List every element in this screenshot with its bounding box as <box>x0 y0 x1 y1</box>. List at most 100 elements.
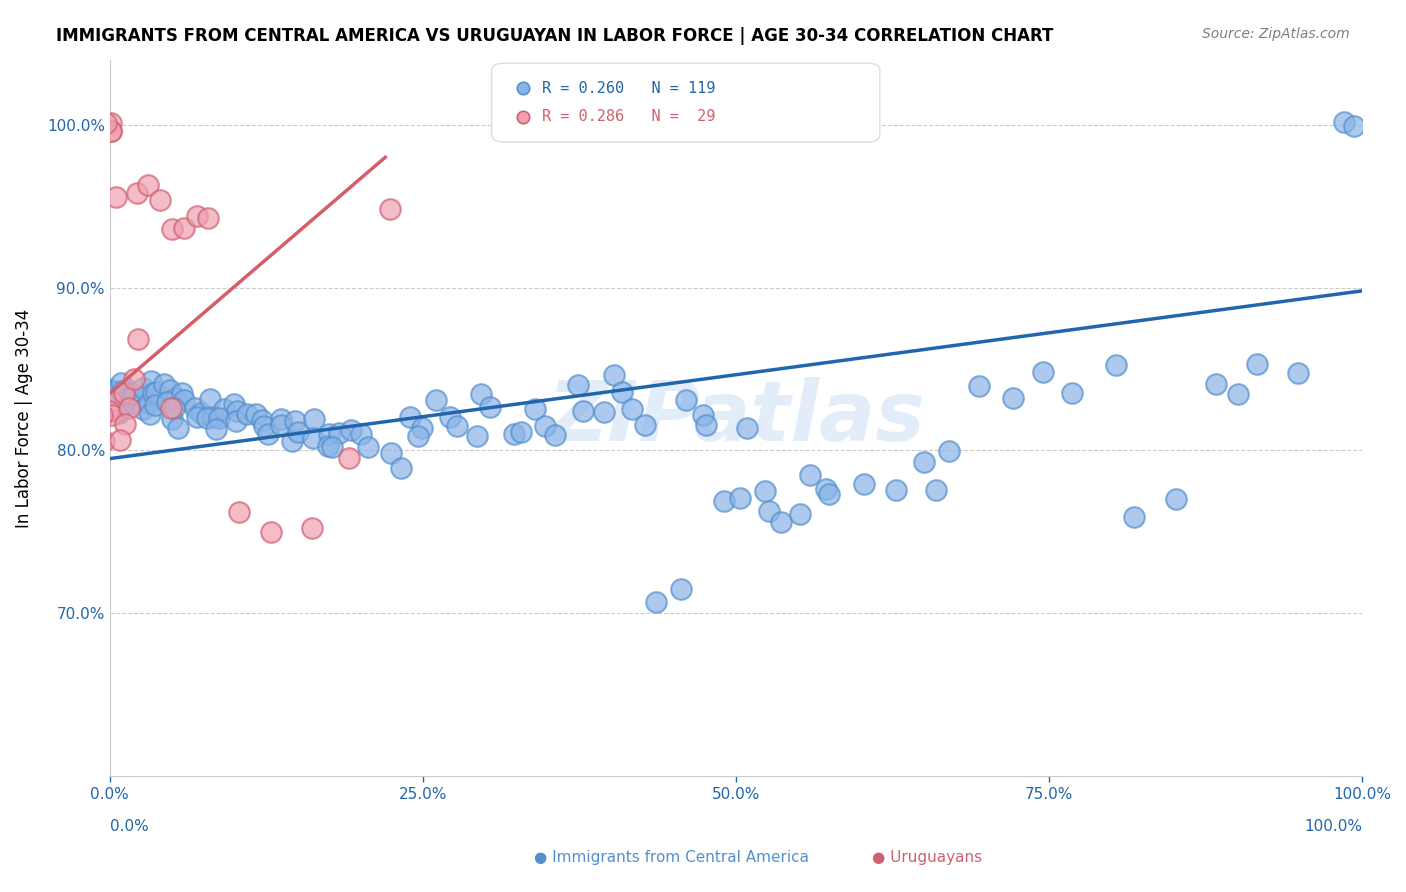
Point <box>1205 376 1227 391</box>
Point <box>357 440 380 454</box>
Point <box>103 394 125 409</box>
Point <box>446 419 468 434</box>
Point <box>110 376 132 390</box>
Point <box>610 384 633 399</box>
Point <box>567 378 589 392</box>
Point <box>925 483 948 497</box>
Point <box>817 487 839 501</box>
Point <box>100 116 122 130</box>
Point <box>1333 115 1355 129</box>
Point <box>136 178 159 192</box>
FancyBboxPatch shape <box>492 63 880 142</box>
Point <box>122 386 145 401</box>
Y-axis label: In Labor Force | Age 30-34: In Labor Force | Age 30-34 <box>15 309 32 527</box>
Point <box>270 412 292 426</box>
Point <box>572 404 595 418</box>
Point <box>97 404 120 418</box>
Point <box>316 439 339 453</box>
Point <box>198 392 221 406</box>
Point <box>186 209 208 223</box>
Point <box>197 211 219 225</box>
Point <box>117 383 139 397</box>
Text: R = 0.260   N = 119: R = 0.260 N = 119 <box>541 81 716 95</box>
Point <box>173 393 195 408</box>
Point <box>814 482 837 496</box>
Point <box>225 414 247 428</box>
Point <box>190 406 212 420</box>
Point <box>1032 365 1054 379</box>
Point <box>250 413 273 427</box>
Point <box>408 429 430 443</box>
Point <box>1062 386 1084 401</box>
Point <box>138 396 160 410</box>
Point <box>163 401 186 416</box>
Point <box>245 407 267 421</box>
Point <box>938 444 960 458</box>
Point <box>645 594 668 608</box>
Point <box>389 460 412 475</box>
Point <box>94 116 117 130</box>
Point <box>350 426 373 441</box>
Text: IMMIGRANTS FROM CENTRAL AMERICA VS URUGUAYAN IN LABOR FORCE | AGE 30-34 CORRELAT: IMMIGRANTS FROM CENTRAL AMERICA VS URUGU… <box>56 27 1053 45</box>
Text: 0.0%: 0.0% <box>110 819 149 834</box>
Point <box>339 423 361 437</box>
Point <box>884 483 907 497</box>
Point <box>280 434 302 448</box>
Point <box>124 372 146 386</box>
Point <box>730 491 752 505</box>
Point <box>512 248 534 262</box>
Point <box>337 450 360 465</box>
Point <box>90 408 112 422</box>
Point <box>302 431 325 445</box>
Point <box>153 376 176 391</box>
Point <box>94 388 117 402</box>
Point <box>184 401 207 415</box>
Point <box>114 417 136 431</box>
Point <box>852 477 875 491</box>
Point <box>321 440 343 454</box>
Point <box>208 410 231 425</box>
Point <box>129 388 152 402</box>
Point <box>132 381 155 395</box>
Point <box>1343 119 1365 133</box>
Point <box>160 401 183 416</box>
Point <box>758 504 780 518</box>
Point <box>236 407 259 421</box>
Point <box>118 401 141 416</box>
Point <box>378 202 401 216</box>
Point <box>1226 387 1249 401</box>
Point <box>634 417 657 432</box>
Point <box>226 404 249 418</box>
Point <box>969 378 991 392</box>
Point <box>167 421 190 435</box>
Text: ● Immigrants from Central America: ● Immigrants from Central America <box>534 850 810 865</box>
Point <box>524 401 547 416</box>
Point <box>425 392 447 407</box>
Point <box>195 410 218 425</box>
Point <box>145 385 167 400</box>
Point <box>100 384 122 399</box>
Point <box>669 582 692 597</box>
Point <box>142 385 165 400</box>
Point <box>260 524 283 539</box>
Point <box>735 420 758 434</box>
Point <box>1286 366 1309 380</box>
Point <box>256 427 278 442</box>
Point <box>104 190 127 204</box>
Point <box>108 405 131 419</box>
Point <box>93 434 115 449</box>
Point <box>510 425 533 440</box>
Point <box>593 405 616 419</box>
Point <box>121 392 143 406</box>
Point <box>139 407 162 421</box>
Point <box>159 383 181 397</box>
Point <box>465 429 488 443</box>
Point <box>111 384 134 398</box>
Point <box>162 222 184 236</box>
Point <box>173 220 195 235</box>
Point <box>318 426 340 441</box>
Point <box>284 414 307 428</box>
Point <box>534 419 557 434</box>
Point <box>101 384 124 398</box>
Point <box>165 391 187 405</box>
